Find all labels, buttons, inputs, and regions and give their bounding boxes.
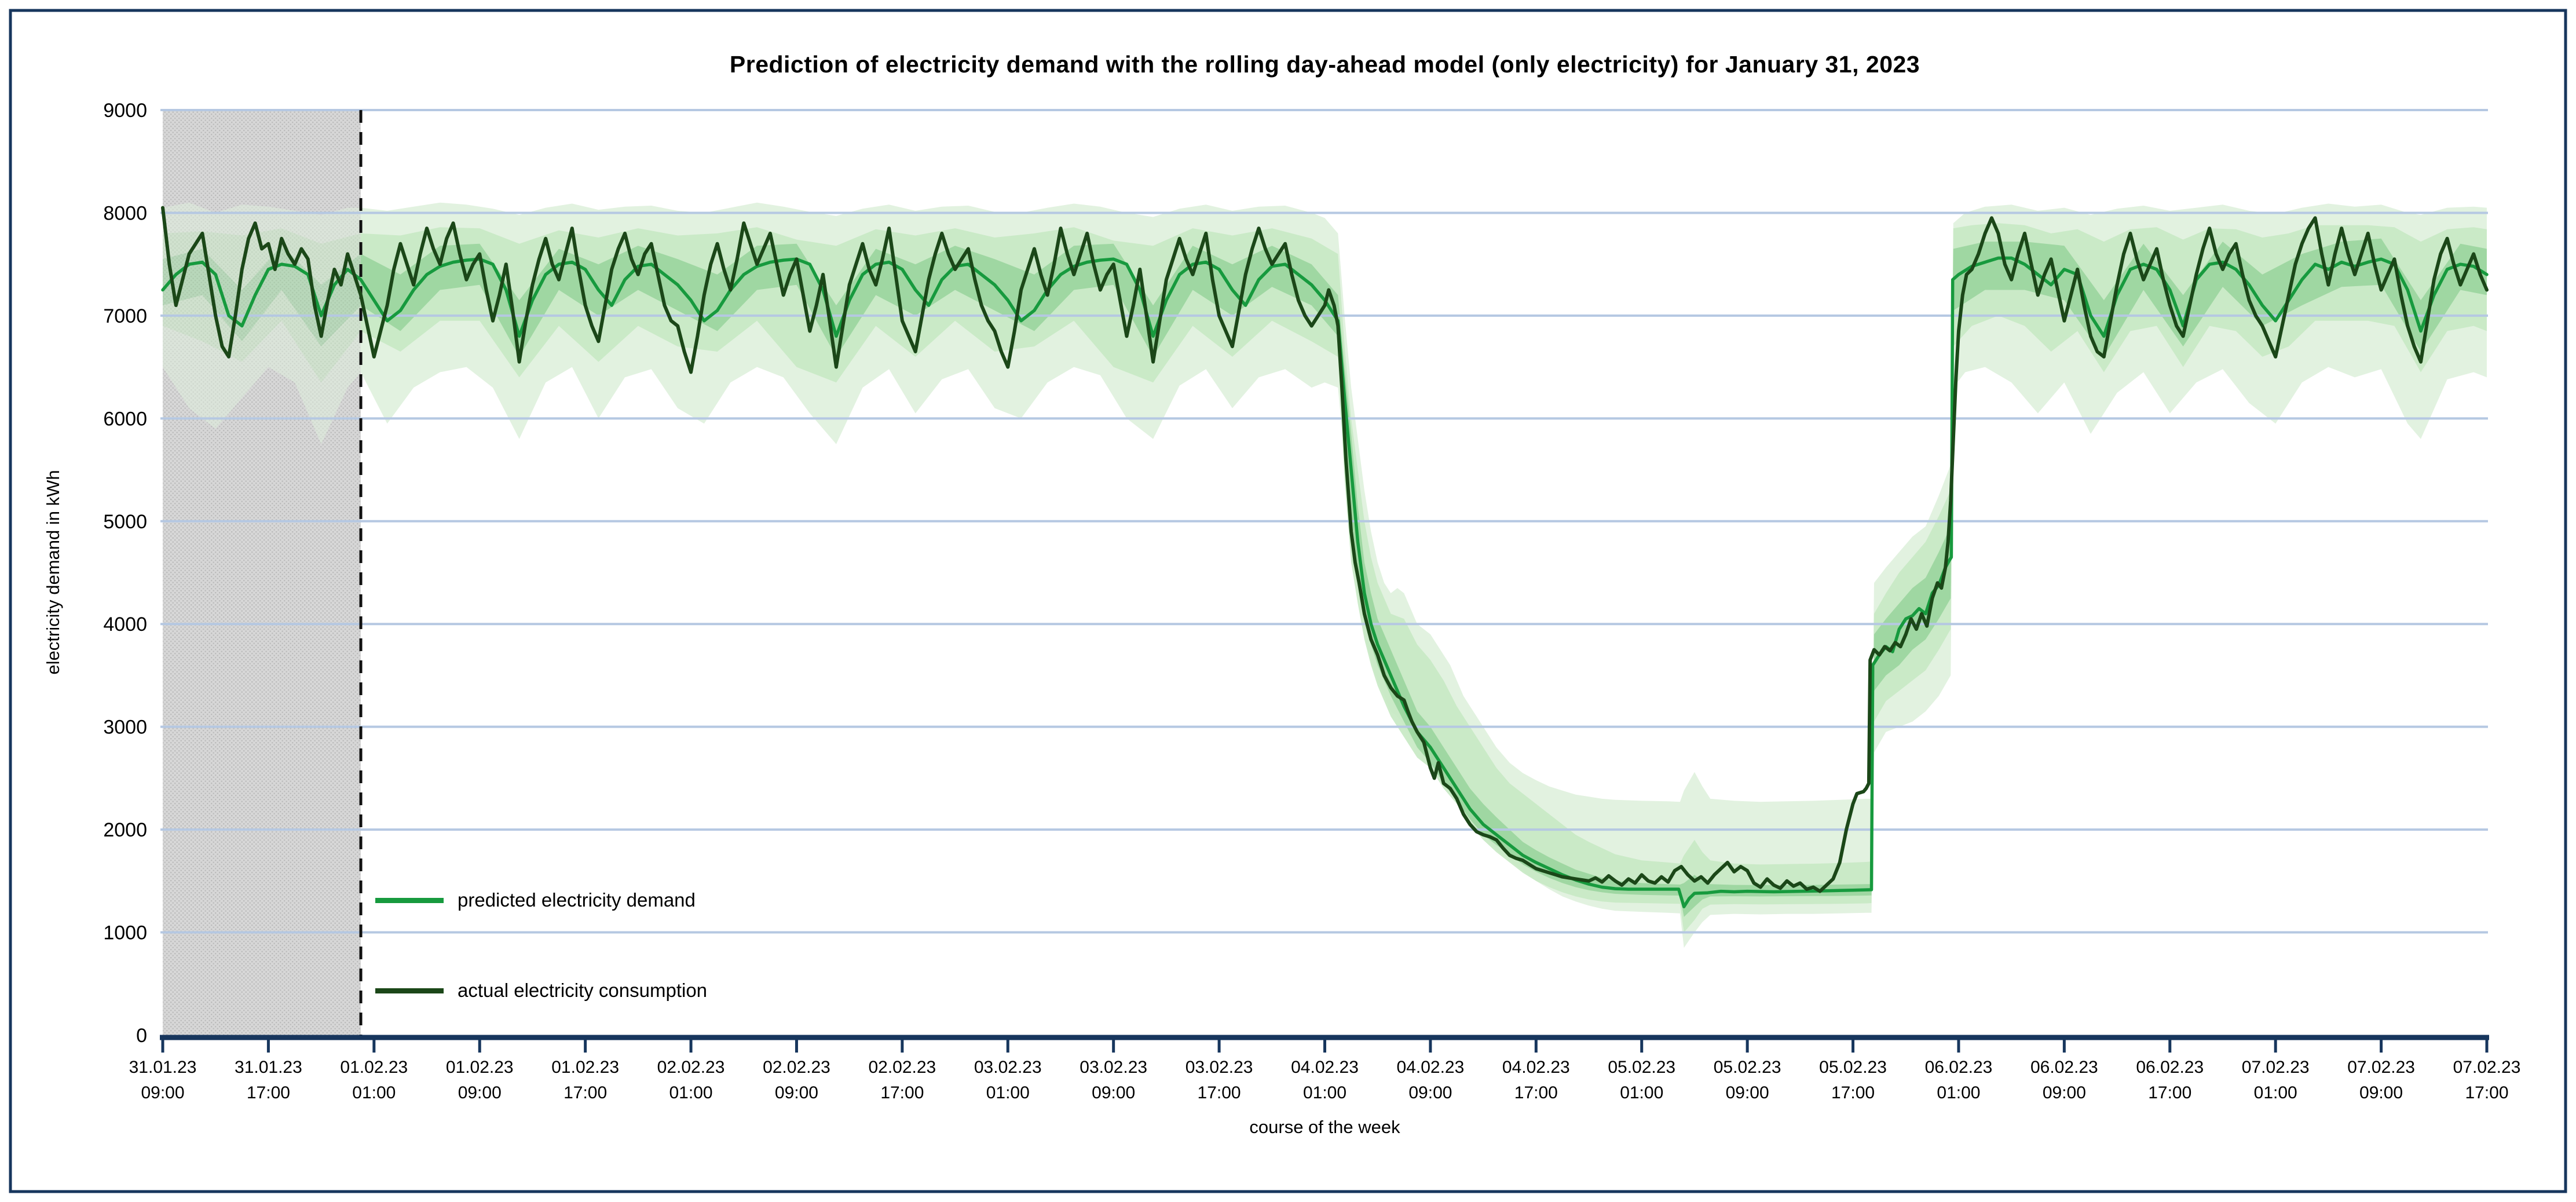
y-tick-label: 9000 [103, 100, 147, 122]
legend-item-actual: actual electricity consumption [375, 972, 707, 1009]
actual-line [161, 206, 2489, 893]
figure-border [9, 9, 2567, 1193]
y-tick-label: 2000 [103, 819, 147, 841]
y-tick-label: 0 [136, 1025, 147, 1047]
x-tick-label: 03.02.23 17:00 [1185, 1058, 1253, 1102]
gridlines [160, 109, 2488, 934]
x-tick-label: 07.02.23 01:00 [2242, 1058, 2310, 1102]
x-tick-label: 06.02.23 01:00 [1925, 1058, 1993, 1102]
x-tick-label: 06.02.23 17:00 [2136, 1058, 2204, 1102]
predicted-line-swatch [375, 897, 444, 903]
y-tick-label: 7000 [103, 305, 147, 327]
y-tick-label: 4000 [103, 613, 147, 635]
x-tick-label: 01.02.23 09:00 [446, 1058, 514, 1102]
x-tick-marks [161, 1040, 2489, 1053]
x-tick-label: 01.02.23 01:00 [340, 1058, 408, 1102]
y-axis-title: electricity demand in kWh [43, 470, 63, 675]
legend-label-actual: actual electricity consumption [458, 980, 708, 1001]
x-tick-label: 05.02.23 09:00 [1714, 1058, 1781, 1102]
x-tick-label: 07.02.23 17:00 [2453, 1058, 2521, 1102]
legend-label-predicted: predicted electricity demand [458, 889, 696, 911]
prediction-bands [163, 202, 2487, 948]
y-tick-label: 6000 [103, 408, 147, 430]
chart-title: Prediction of electricity demand with th… [729, 51, 1920, 78]
y-tick-label: 3000 [103, 717, 147, 739]
y-tick-label: 8000 [103, 202, 147, 224]
x-tick-label: 06.02.23 09:00 [2030, 1058, 2098, 1102]
actual-line-swatch [375, 988, 444, 993]
y-tick-label: 5000 [103, 511, 147, 533]
x-tick-label: 31.01.23 09:00 [129, 1058, 197, 1102]
x-tick-labels: 31.01.23 09:00 31.01.23 17:00 01.02.23 01:00 0… [129, 1058, 2521, 1102]
band-inner [163, 238, 2487, 917]
x-tick-label: 02.02.23 17:00 [868, 1058, 936, 1102]
x-tick-label: 03.02.23 09:00 [1080, 1058, 1147, 1102]
legend: predicted electricity demand actual elec… [375, 882, 707, 1009]
y-tick-labels: 0 1000 2000 3000 4000 5000 6000 7000 8000 9000 [103, 100, 147, 1047]
x-tick-label: 31.01.23 17:00 [235, 1058, 302, 1102]
x-axis-title: course of the week [1249, 1117, 1400, 1137]
x-tick-label: 03.02.23 01:00 [974, 1058, 1042, 1102]
x-tick-label: 05.02.23 01:00 [1608, 1058, 1675, 1102]
x-tick-label: 02.02.23 01:00 [657, 1058, 725, 1102]
y-tick-label: 1000 [103, 922, 147, 944]
x-tick-label: 05.02.23 17:00 [1819, 1058, 1887, 1102]
x-tick-label: 04.02.23 17:00 [1502, 1058, 1570, 1102]
legend-item-predicted: predicted electricity demand [375, 882, 707, 919]
x-tick-label: 04.02.23 09:00 [1397, 1058, 1465, 1102]
x-tick-label: 07.02.23 09:00 [2347, 1058, 2415, 1102]
x-tick-label: 02.02.23 09:00 [763, 1058, 830, 1102]
x-tick-label: 01.02.23 17:00 [551, 1058, 619, 1102]
x-tick-label: 04.02.23 01:00 [1291, 1058, 1359, 1102]
